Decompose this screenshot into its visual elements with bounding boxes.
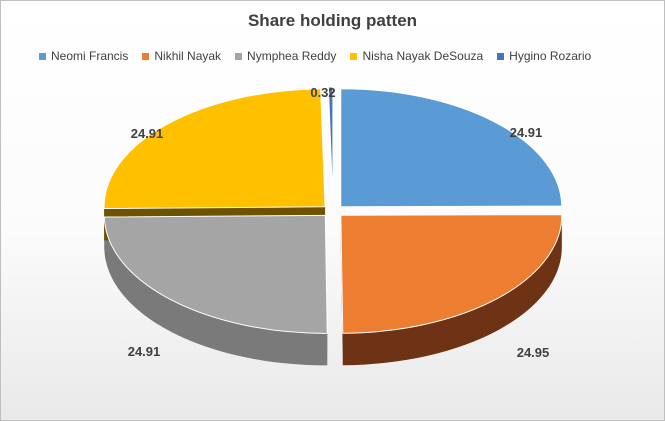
- legend-swatch: [350, 52, 358, 60]
- legend-item-hygino-rozario: Hygino Rozario: [497, 49, 591, 63]
- slice-neomi-francis: [340, 88, 563, 208]
- data-label-hygino-rozario: 0.32: [310, 85, 335, 100]
- legend-swatch: [235, 52, 243, 60]
- slice-hygino-rozario: [327, 86, 334, 205]
- chart-title: Share holding patten: [247, 11, 418, 30]
- data-label-nymphea-reddy: 24.91: [128, 344, 161, 359]
- legend-item-neomi-francis: Neomi Francis: [39, 49, 128, 63]
- data-label-neomi-francis: 24.91: [510, 125, 543, 140]
- chart-legend: Neomi Francis Nikhil Nayak Nymphea Reddy…: [39, 47, 591, 65]
- legend-swatch: [142, 52, 150, 60]
- legend-label: Nymphea Reddy: [247, 49, 337, 63]
- legend-item-nisha-nayak-desouza: Nisha Nayak DeSouza: [350, 49, 483, 63]
- legend-label: Neomi Francis: [51, 49, 129, 63]
- data-label-nikhil-nayak: 24.95: [517, 345, 550, 360]
- slice-nymphea-reddy: [103, 214, 328, 334]
- pie-tops: [103, 86, 563, 334]
- legend-label: Nikhil Nayak: [154, 49, 222, 63]
- legend-label: Hygino Rozario: [509, 49, 592, 63]
- slice-nikhil-nayak-side: [342, 215, 562, 366]
- legend-label: Nisha Nayak DeSouza: [362, 49, 484, 63]
- slice-nisha-nayak-desouza: [103, 88, 326, 210]
- legend-swatch: [39, 52, 46, 60]
- slice-nymphea-reddy-side: [104, 217, 328, 366]
- slice-nikhil-nayak: [340, 214, 563, 334]
- legend-swatch: [497, 52, 505, 60]
- legend-item-nikhil-nayak: Nikhil Nayak: [142, 49, 221, 63]
- legend-item-nymphea-reddy: Nymphea Reddy: [235, 49, 336, 63]
- data-label-nisha-nayak-desouza: 24.91: [131, 126, 164, 141]
